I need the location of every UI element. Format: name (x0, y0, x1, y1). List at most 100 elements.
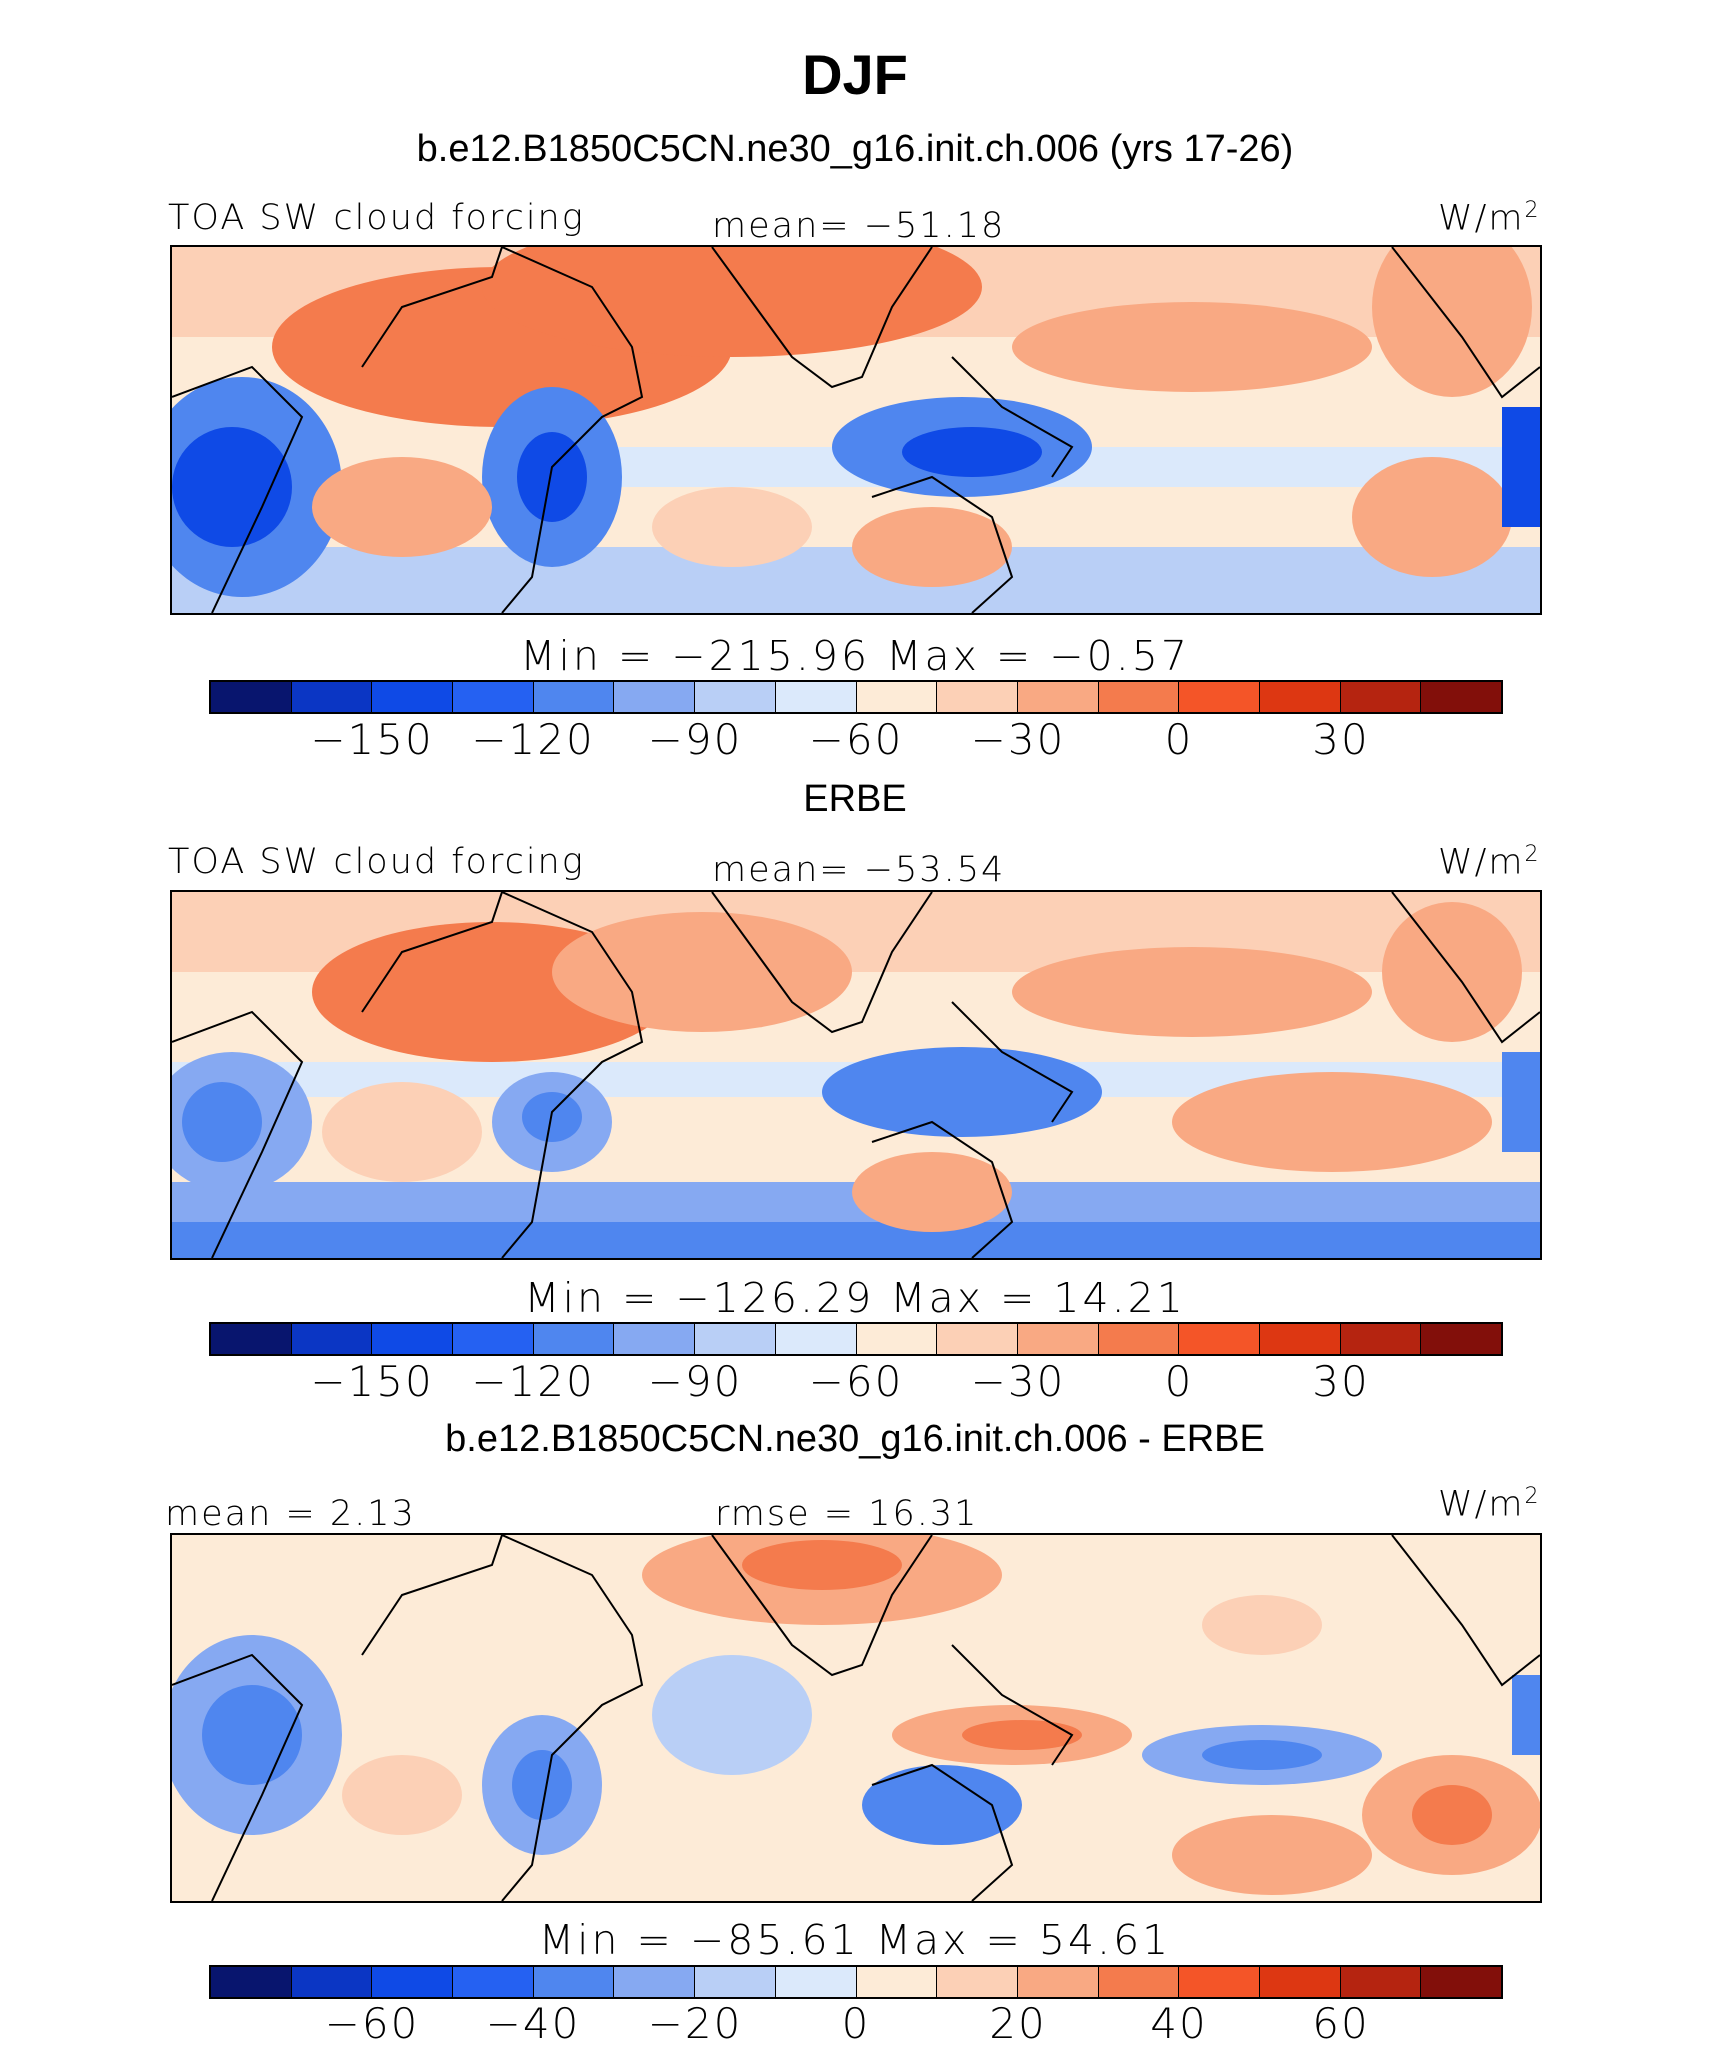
figure-title: DJF (802, 43, 908, 106)
colorbar-1-tick: 0 (1164, 715, 1194, 764)
colorbar-swatch (937, 1967, 1018, 1997)
coastline (172, 247, 1540, 613)
south-pacific-core-difference (1412, 1785, 1492, 1845)
coastline (172, 892, 1540, 1258)
colorbar-3-tick: −40 (485, 1999, 581, 2048)
colorbar-swatch (372, 1967, 454, 1997)
australia-difference (862, 1765, 1022, 1845)
colorbar-swatch (453, 1967, 534, 1997)
amazon-core-cloud-forcing (182, 1082, 262, 1162)
colorbar-swatch (695, 1324, 776, 1354)
central-africa-core-cloud-forcing (517, 432, 587, 522)
colorbar-1-tick: −60 (808, 715, 904, 764)
colorbar-1-title: Min = −215.96 Max = −0.57 (520, 632, 1190, 680)
australia-cloud-forcing (852, 1152, 1012, 1232)
indian-ocean-difference (652, 1655, 812, 1775)
colorbar-swatch (856, 1967, 938, 1997)
colorbar-3 (209, 1965, 1503, 1999)
central-america-cloud-forcing (1382, 902, 1522, 1042)
colorbar-2-tick: −90 (647, 1357, 743, 1406)
colorbar-swatch (291, 1967, 373, 1997)
panel-3-title: b.e12.B1850C5CN.ne30_g16.init.ch.006 - E… (445, 1418, 1265, 1460)
panel-2-units: W/m2 (1438, 842, 1541, 883)
colorbar-swatch (1259, 1324, 1341, 1354)
colorbar-1-tick: −120 (471, 715, 595, 764)
colorbar-2-tick: 30 (1312, 1357, 1370, 1406)
central-america-cloud-forcing (1372, 247, 1532, 397)
colorbar-swatch (1340, 682, 1422, 712)
colorbar-swatch (1017, 1967, 1099, 1997)
asia-cloud-forcing (482, 247, 982, 357)
colorbar-swatch (372, 682, 454, 712)
colorbar-3-title: Min = −85.61 Max = 54.61 (538, 1916, 1172, 1964)
colorbar-swatch (614, 1324, 696, 1354)
colorbar-swatch (1098, 1967, 1180, 1997)
colorbar-2-tick: −150 (310, 1357, 434, 1406)
panel-1-left-label: TOA SW cloud forcing (168, 198, 585, 238)
panel-1-mean-label: mean= −51.18 (712, 206, 1006, 246)
central-pacific-core-difference (1202, 1740, 1322, 1770)
panel-3-rmse-label: rmse = 16.31 (715, 1494, 979, 1534)
colorbar-3-tick: 0 (841, 1999, 871, 2048)
panel-2-map (170, 890, 1542, 1260)
panel-1-units: W/m2 (1438, 198, 1541, 239)
central-africa-core-difference (512, 1750, 572, 1820)
east-pacific-difference (1172, 1815, 1372, 1895)
colorbar-swatch (1259, 682, 1341, 712)
colorbar-swatch (775, 1324, 857, 1354)
australia-cloud-forcing (852, 507, 1012, 587)
colorbar-swatch (856, 1324, 938, 1354)
colorbar-swatch (1259, 1967, 1341, 1997)
colorbar-swatch (1340, 1967, 1422, 1997)
colorbar-swatch (211, 1324, 292, 1354)
east-asia-core-difference (742, 1540, 902, 1590)
panel-1-map (170, 245, 1542, 615)
panel-3-mean-label: mean = 2.13 (165, 1494, 416, 1534)
panel-1-title: b.e12.B1850C5CN.ne30_g16.init.ch.006 (yr… (416, 128, 1294, 170)
south-pacific-cloud-forcing (1352, 457, 1512, 577)
arabia-cloud-forcing (552, 912, 852, 1032)
colorbar-swatch (775, 1967, 857, 1997)
colorbar-2-tick: 0 (1164, 1357, 1194, 1406)
panel-3-units: W/m2 (1438, 1484, 1541, 1525)
colorbar-2-title: Min = −126.29 Max = 14.21 (524, 1274, 1186, 1322)
north-pacific-difference (1202, 1595, 1322, 1655)
colorbar-swatch (1098, 682, 1180, 712)
amazon-core-difference (202, 1685, 302, 1785)
south-atlantic-cloud-forcing (322, 1082, 482, 1182)
colorbar-2-tick: −30 (970, 1357, 1066, 1406)
colorbar-swatch (533, 1967, 615, 1997)
colorbar-3-tick: 20 (989, 1999, 1047, 2048)
colorbar-swatch (695, 1967, 776, 1997)
colorbar-swatch (614, 682, 696, 712)
colorbar-3-tick: 60 (1312, 1999, 1370, 2048)
panel-2-left-label: TOA SW cloud forcing (168, 842, 585, 882)
colorbar-swatch (1421, 1324, 1501, 1354)
colorbar-3-tick: 40 (1150, 1999, 1208, 2048)
colorbar-swatch (937, 682, 1018, 712)
west-pacific-core-difference (962, 1720, 1082, 1750)
colorbar-2-tick: −120 (471, 1357, 595, 1406)
colorbar-swatch (775, 682, 857, 712)
colorbar-swatch (211, 682, 292, 712)
andes-cloud-forcing (1502, 1052, 1540, 1152)
panel-3-map (170, 1533, 1542, 1903)
south-atlantic-cloud-forcing (312, 457, 492, 557)
andes-cloud-forcing (1502, 407, 1540, 527)
colorbar-swatch (453, 1324, 534, 1354)
colorbar-swatch (1098, 1324, 1180, 1354)
north-pacific-cloud-forcing (1012, 947, 1372, 1037)
colorbar-swatch (533, 1324, 615, 1354)
colorbar-1-tick: −30 (970, 715, 1066, 764)
colorbar-swatch (1421, 1967, 1501, 1997)
colorbar-swatch (1421, 682, 1501, 712)
colorbar-swatch (695, 682, 776, 712)
panel-2-mean-label: mean= −53.54 (712, 850, 1006, 890)
amazon-core-cloud-forcing (172, 427, 292, 547)
maritime-continent-core-cloud-forcing (902, 427, 1042, 477)
panel-2-title: ERBE (803, 778, 907, 820)
colorbar-swatch (453, 682, 534, 712)
colorbar-swatch (372, 1324, 454, 1354)
colorbar-1-tick: 30 (1312, 715, 1370, 764)
colorbar-swatch (211, 1967, 292, 1997)
